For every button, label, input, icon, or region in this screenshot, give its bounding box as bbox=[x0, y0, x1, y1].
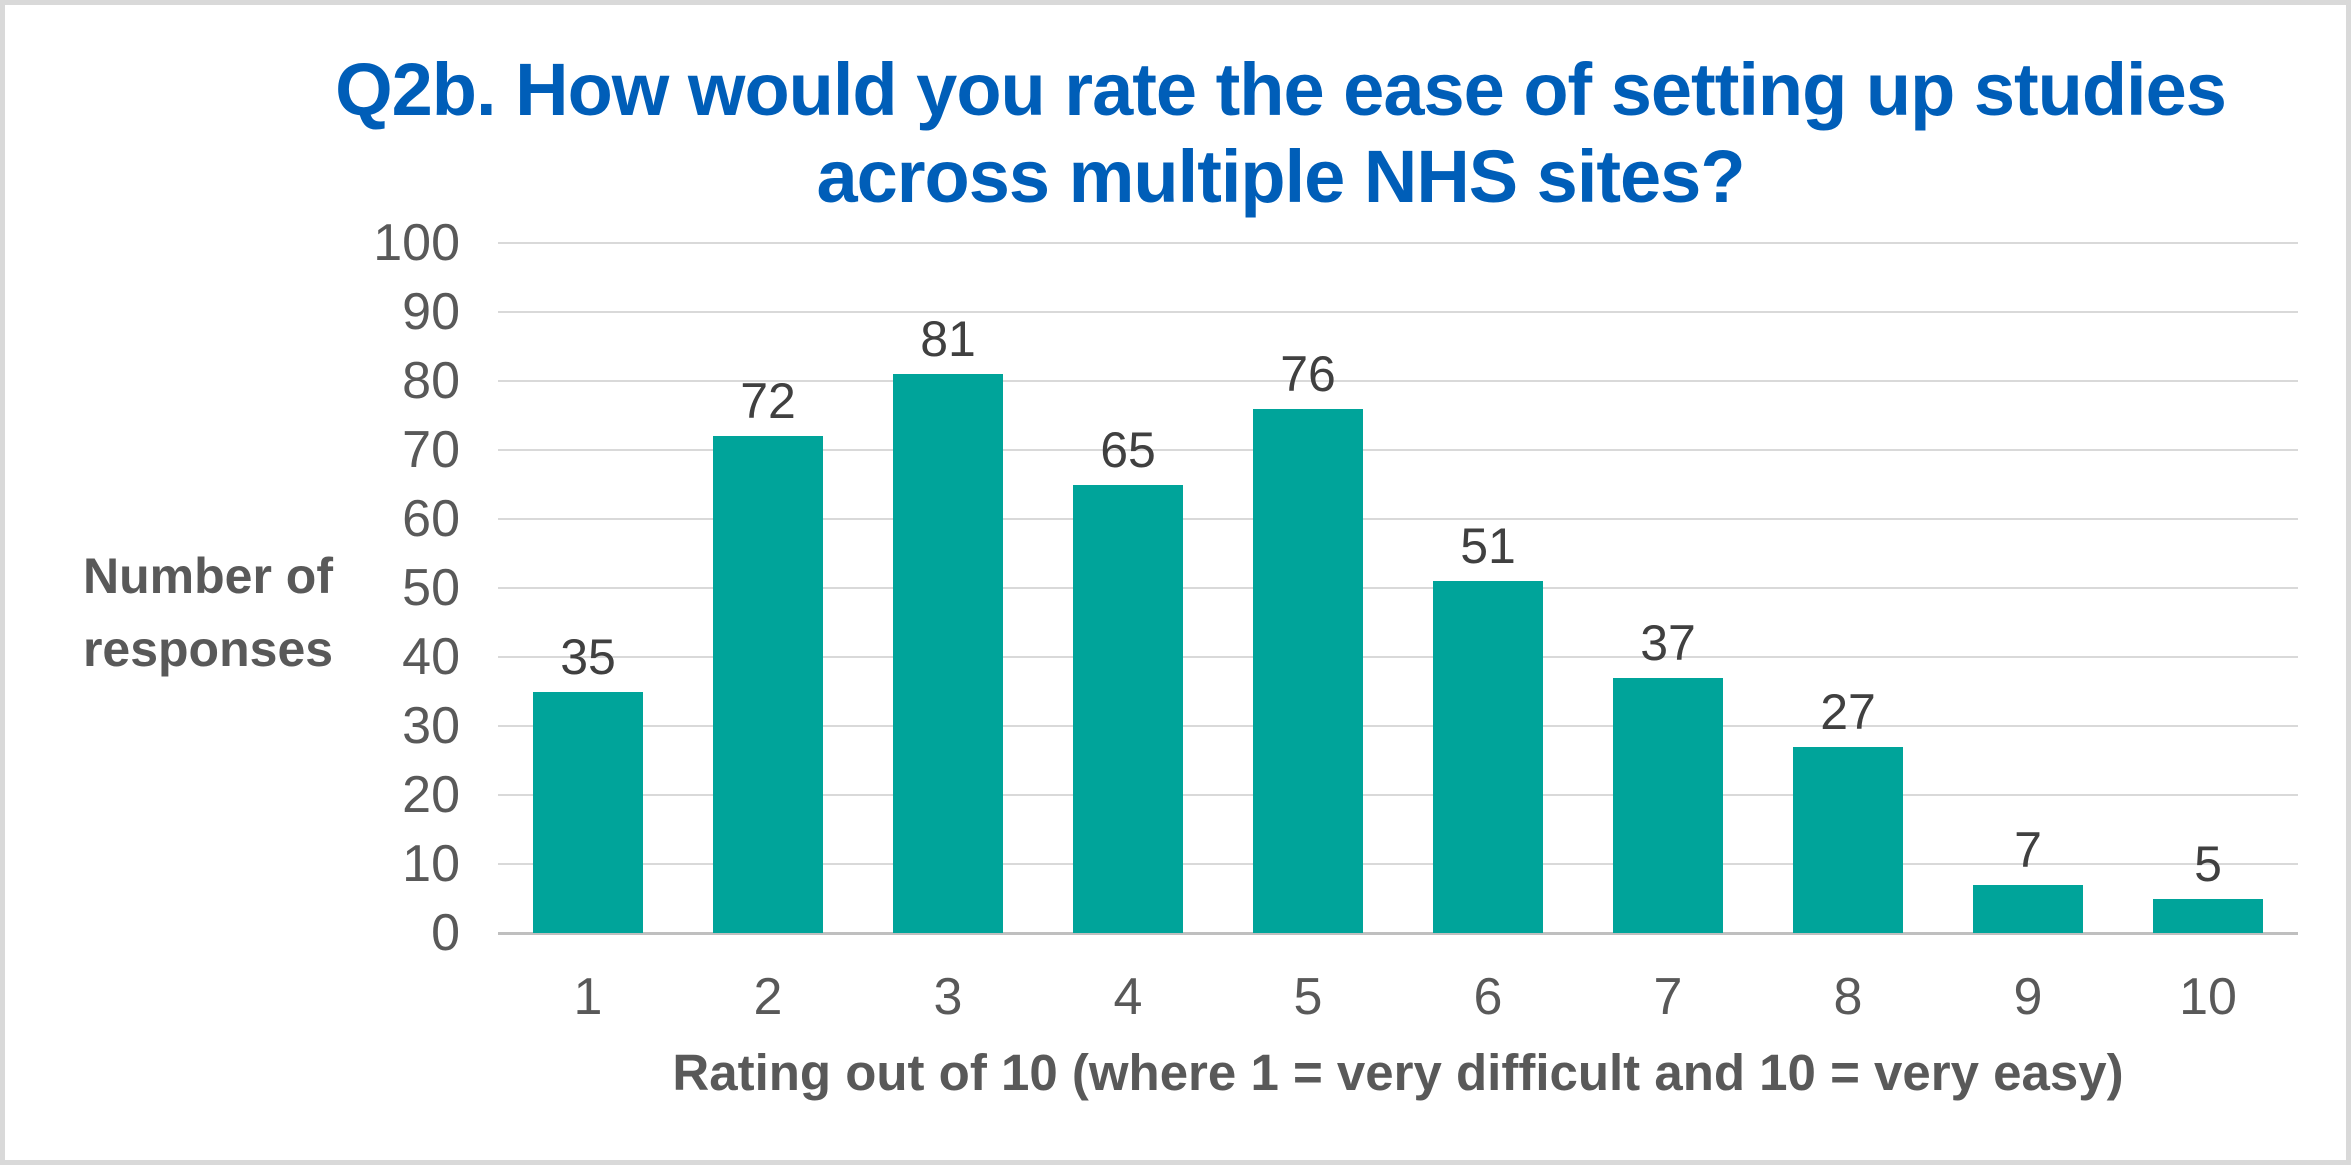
x-tick-label: 7 bbox=[1653, 968, 1683, 1026]
y-tick-label: 30 bbox=[402, 697, 460, 755]
chart-title-line-1: Q2b. How would you rate the ease of sett… bbox=[335, 48, 2227, 131]
x-axis-line bbox=[498, 932, 2298, 935]
bar bbox=[1973, 884, 2083, 933]
bar bbox=[1613, 677, 1723, 933]
y-tick-label: 40 bbox=[402, 628, 460, 686]
x-tick-label: 1 bbox=[573, 968, 603, 1026]
bar-value-label: 51 bbox=[1460, 518, 1516, 575]
bar bbox=[1073, 484, 1183, 933]
gridline bbox=[498, 242, 2298, 244]
chart-title: Q2b. How would you rate the ease of sett… bbox=[210, 46, 2351, 220]
bar-value-label: 7 bbox=[2014, 821, 2042, 878]
chart-title-line-2: across multiple NHS sites? bbox=[816, 135, 1745, 218]
bar-value-label: 72 bbox=[740, 373, 796, 430]
bar bbox=[1433, 581, 1543, 933]
bar bbox=[713, 436, 823, 933]
bar bbox=[533, 691, 643, 933]
y-axis-title: Number of responses bbox=[48, 540, 368, 686]
bar-value-label: 76 bbox=[1280, 345, 1336, 402]
gridline bbox=[498, 863, 2298, 865]
y-axis-title-line-1: Number of bbox=[83, 548, 333, 604]
bar-value-label: 35 bbox=[560, 628, 616, 685]
gridline bbox=[498, 587, 2298, 589]
x-tick-label: 3 bbox=[933, 968, 963, 1026]
x-tick-label: 8 bbox=[1833, 968, 1863, 1026]
bar bbox=[1253, 408, 1363, 933]
gridline bbox=[498, 380, 2298, 382]
x-tick-label: 10 bbox=[2179, 968, 2237, 1026]
bar-value-label: 81 bbox=[920, 311, 976, 368]
bar-value-label: 37 bbox=[1640, 614, 1696, 671]
y-tick-label: 50 bbox=[402, 559, 460, 617]
bar bbox=[1793, 746, 1903, 933]
bar bbox=[893, 374, 1003, 933]
bar-value-label: 27 bbox=[1820, 683, 1876, 740]
x-tick-label: 9 bbox=[2013, 968, 2043, 1026]
x-tick-label: 2 bbox=[753, 968, 783, 1026]
y-tick-label: 10 bbox=[402, 835, 460, 893]
gridline bbox=[498, 449, 2298, 451]
x-tick-label: 4 bbox=[1113, 968, 1143, 1026]
gridline bbox=[498, 311, 2298, 313]
gridline bbox=[498, 518, 2298, 520]
bar bbox=[2153, 898, 2263, 933]
bar-value-label: 5 bbox=[2194, 835, 2222, 892]
y-tick-label: 20 bbox=[402, 766, 460, 824]
y-tick-label: 70 bbox=[402, 421, 460, 479]
gridline bbox=[498, 794, 2298, 796]
gridline bbox=[498, 725, 2298, 727]
gridline bbox=[498, 656, 2298, 658]
plot-area: 35 72 81 65 76 51 37 27 7 5 bbox=[498, 242, 2298, 935]
y-tick-label: 0 bbox=[431, 904, 460, 962]
y-axis-ticks: 0 10 20 30 40 50 60 70 80 90 100 bbox=[300, 215, 460, 961]
x-tick-label: 6 bbox=[1473, 968, 1503, 1026]
x-tick-label: 5 bbox=[1293, 968, 1323, 1026]
y-tick-label: 100 bbox=[373, 214, 460, 272]
y-tick-label: 90 bbox=[402, 283, 460, 341]
x-axis-title: Rating out of 10 (where 1 = very difficu… bbox=[672, 1044, 2124, 1101]
y-axis-title-line-2: responses bbox=[82, 621, 334, 677]
x-axis-ticks: 1 2 3 4 5 6 7 8 9 10 bbox=[498, 968, 2298, 1028]
bar-value-label: 65 bbox=[1100, 421, 1156, 478]
y-tick-label: 60 bbox=[402, 490, 460, 548]
y-tick-label: 80 bbox=[402, 352, 460, 410]
